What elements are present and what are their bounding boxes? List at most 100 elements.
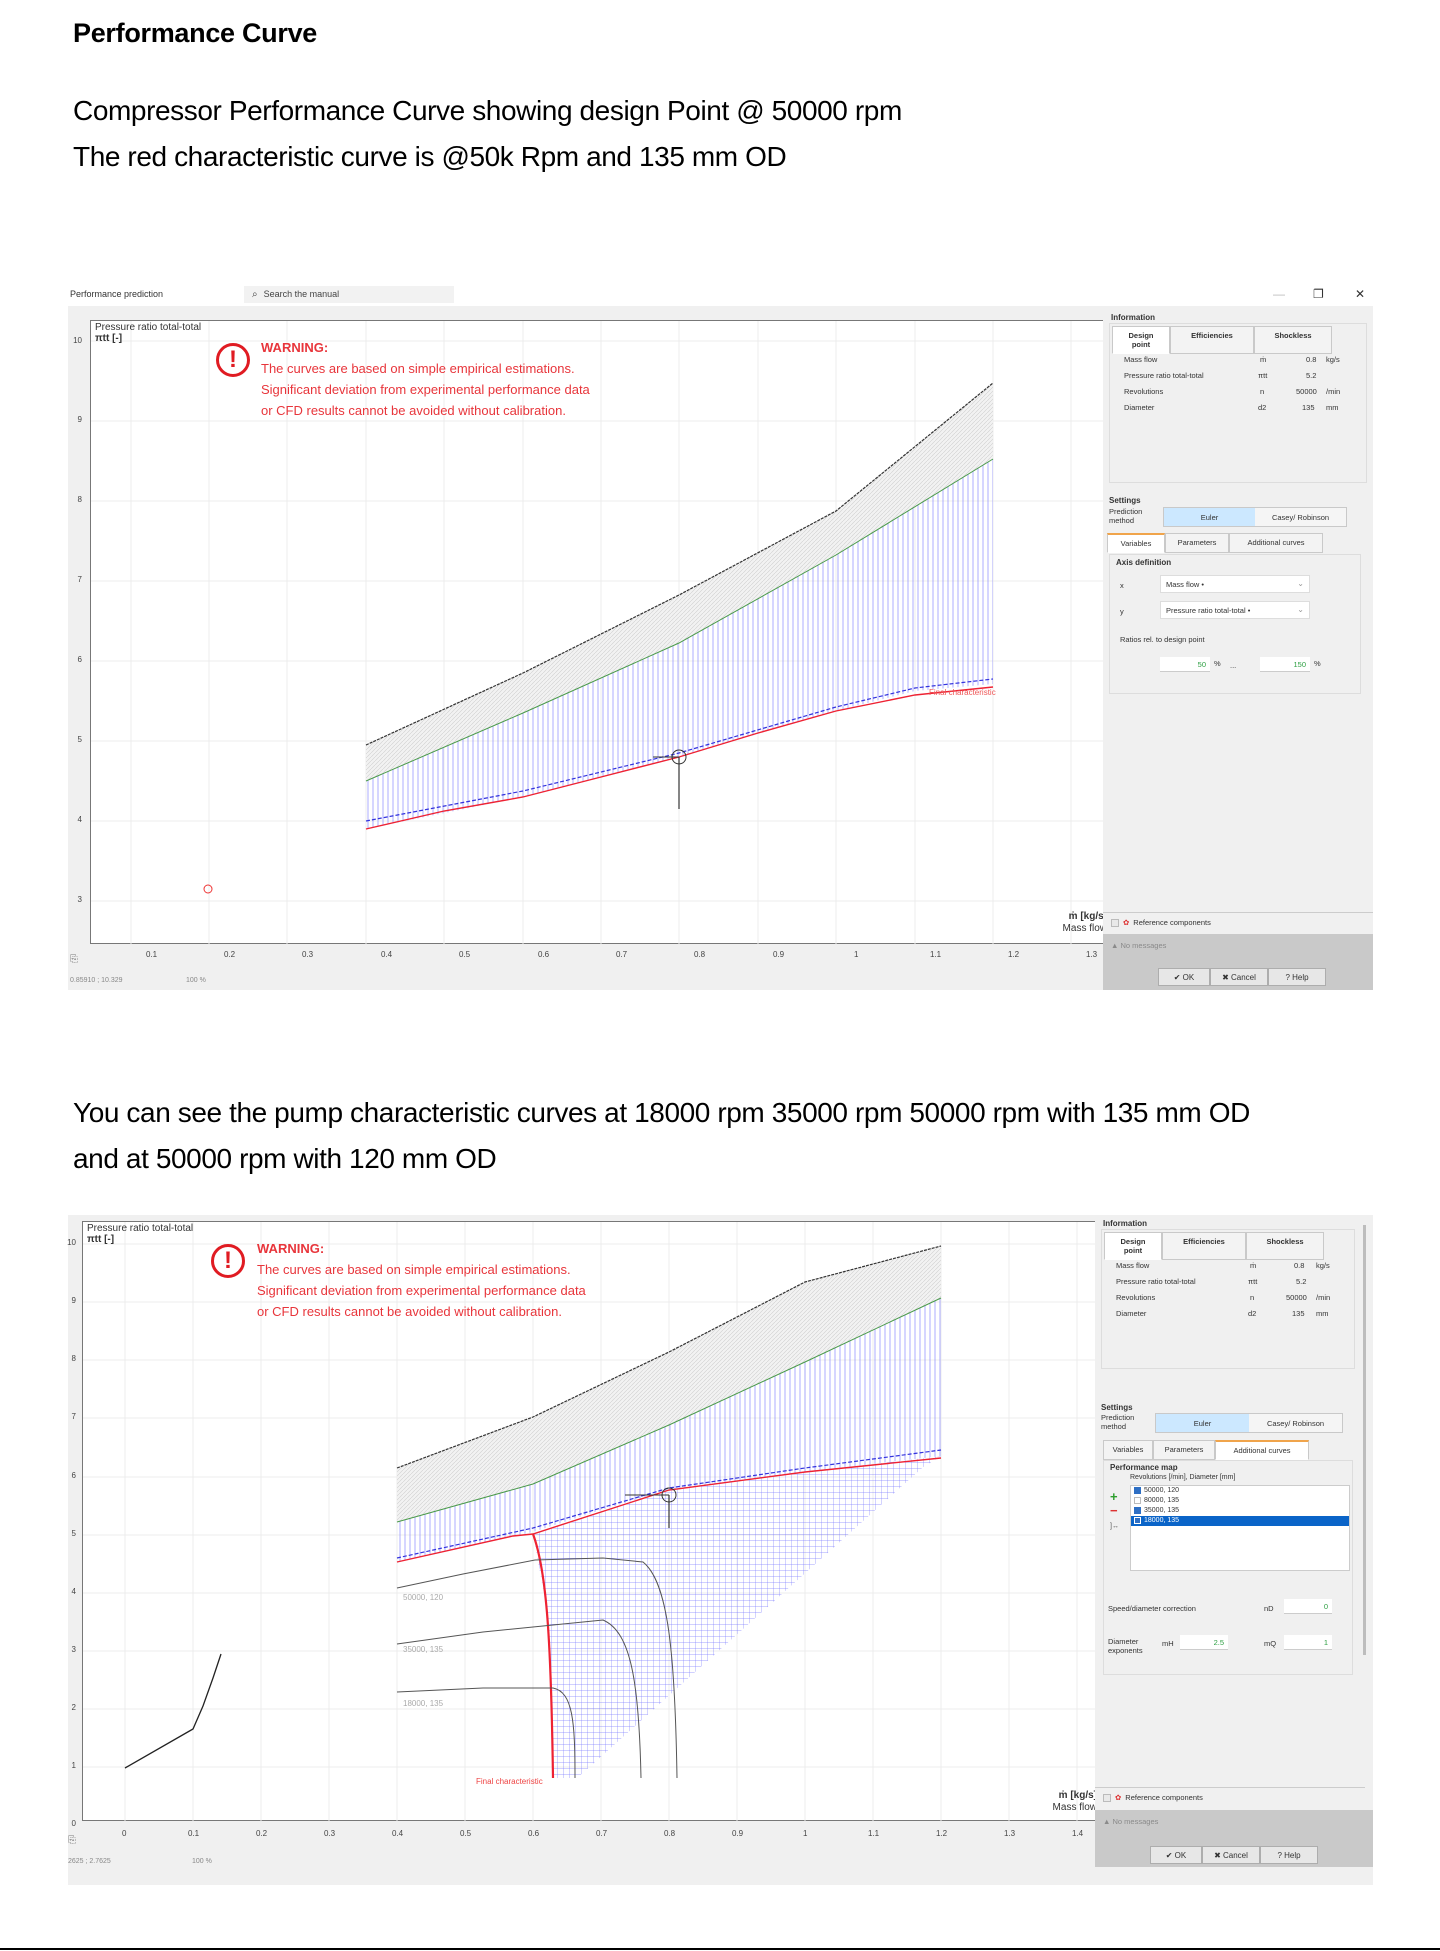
checkbox	[1134, 1516, 1141, 1524]
performance-prediction-window-1: Performance prediction ⌕ Search the manua…	[68, 284, 1373, 990]
help-button[interactable]: ? Help	[1260, 1846, 1318, 1864]
speed-label-50000-120: 50000, 120	[403, 1593, 444, 1602]
intro-line-1: Compressor Performance Curve showing des…	[73, 95, 902, 126]
prediction-method-toggle: Euler Casey/ Robinson	[1155, 1413, 1343, 1433]
search-icon: ⌕	[252, 289, 258, 300]
checkbox	[1134, 1506, 1141, 1514]
y-axis-symbol: πtt [-]	[95, 333, 123, 344]
method-euler-button[interactable]: Euler	[1164, 508, 1255, 526]
checkbox	[1111, 919, 1119, 928]
design-point-marker	[661, 1487, 677, 1503]
messages-text[interactable]: ▲ No messages	[1111, 941, 1167, 950]
tab-shockless[interactable]: Shockless	[1254, 326, 1332, 354]
performance-map-panel: Performance map Revolutions [/min], Diam…	[1103, 1460, 1353, 1675]
y-tick: 10	[73, 336, 82, 345]
ratio-min-input[interactable]: 50	[1160, 657, 1210, 672]
tab-additional-curves[interactable]: Additional curves	[1215, 1440, 1309, 1460]
search-manual-input[interactable]: ⌕ Search the manual	[244, 286, 454, 303]
mQ-input[interactable]: 1	[1284, 1635, 1332, 1650]
y-tick: 9	[77, 415, 82, 424]
checkbox	[1134, 1496, 1141, 1504]
minimize-button[interactable]: —	[1273, 287, 1285, 301]
info-row-mass-flow: Mass flow ṁ 0.8 kg/s	[1124, 355, 1340, 364]
page-bottom-border	[0, 1948, 1440, 1950]
export-icon[interactable]: ⎘	[70, 954, 78, 965]
info-row-diameter: Diameter d2 135 mm	[1124, 403, 1339, 412]
ratio-max-input[interactable]: 150	[1260, 657, 1310, 672]
cancel-button[interactable]: ✖ Cancel	[1202, 1846, 1260, 1864]
method-casey-robinson-button[interactable]: Casey/ Robinson	[1255, 508, 1346, 526]
cursor-coords: 2625 ; 2.7625	[68, 1858, 111, 1865]
tab-design-point[interactable]: Design point	[1112, 326, 1170, 354]
warning-text: WARNING: The curves are based on simple …	[261, 340, 590, 418]
performance-map-list[interactable]: 50000, 120 80000, 135 35000, 135 18000, …	[1130, 1485, 1350, 1571]
method-euler-button[interactable]: Euler	[1156, 1414, 1249, 1432]
y-axis-select[interactable]: Pressure ratio total-total • ⌄	[1160, 601, 1310, 619]
export-icon[interactable]: ⎘	[68, 1835, 76, 1846]
chart-area[interactable]: Final characteristic Pressure ratio tota…	[90, 320, 1113, 945]
design-point-marker	[671, 749, 687, 765]
mH-input[interactable]: 2.5	[1180, 1635, 1228, 1650]
x-axis-select[interactable]: Mass flow • ⌄	[1160, 575, 1310, 593]
information-title: Information	[1111, 313, 1155, 322]
method-casey-robinson-button[interactable]: Casey/ Robinson	[1249, 1414, 1342, 1432]
zoom-level: 100 %	[186, 977, 206, 984]
reference-icon: ✿	[1115, 1793, 1122, 1802]
y-tick: 4	[77, 815, 82, 824]
y-axis-title: Pressure ratio total-total πtt [-]	[95, 322, 202, 344]
map-item-35000-135[interactable]: 35000, 135	[1131, 1506, 1349, 1516]
reference-icon: ✿	[1123, 918, 1130, 927]
tab-variables[interactable]: Variables	[1107, 533, 1165, 553]
messages-text[interactable]: ▲ No messages	[1103, 1817, 1159, 1826]
speed-label-18000-135: 18000, 135	[403, 1699, 444, 1708]
info-row-revolutions: Revolutions n 50000/min	[1124, 387, 1341, 396]
second-line-1: You can see the pump characteristic curv…	[73, 1097, 1250, 1128]
checkbox	[1103, 1794, 1111, 1803]
intro-paragraph: Compressor Performance Curve showing des…	[73, 88, 902, 180]
warning-text: WARNING: The curves are based on simple …	[257, 1241, 586, 1319]
speed-diameter-correction-input[interactable]: 0	[1284, 1599, 1332, 1614]
y-axis-title: Pressure ratio total-total πtt [-]	[87, 1223, 194, 1245]
ok-button[interactable]: ✔ OK	[1150, 1846, 1202, 1864]
help-button[interactable]: ? Help	[1268, 968, 1326, 986]
settings-title: Settings	[1109, 496, 1141, 505]
tab-efficiencies[interactable]: Efficiencies	[1170, 326, 1254, 354]
tab-parameters[interactable]: Parameters	[1153, 1440, 1215, 1460]
tab-variables[interactable]: Variables	[1103, 1440, 1153, 1460]
intro-line-2: The red characteristic curve is @50k Rpm…	[73, 141, 787, 172]
map-item-50000-120[interactable]: 50000, 120	[1131, 1486, 1349, 1496]
cancel-button[interactable]: ✖ Cancel	[1210, 968, 1268, 986]
info-row-pressure-ratio: Pressure ratio total-total πtt 5.2	[1124, 371, 1317, 380]
ok-button[interactable]: ✔ OK	[1158, 968, 1210, 986]
red-marker	[203, 884, 213, 894]
tab-additional-curves[interactable]: Additional curves	[1229, 533, 1323, 553]
prediction-method-label: Prediction method	[1109, 507, 1143, 525]
restore-button[interactable]: ❐	[1313, 287, 1324, 301]
cursor-coords: 0.85910 ; 10.329	[70, 977, 123, 984]
y-axis-symbol: πtt [-]	[87, 1234, 115, 1245]
tab-parameters[interactable]: Parameters	[1165, 533, 1229, 553]
reference-components-checkbox[interactable]: ✿ Reference components	[1103, 1793, 1203, 1803]
messages-bar: ▲ No messages ✔ OK ✖ Cancel ? Help	[1095, 1810, 1373, 1867]
window-title: Performance prediction	[70, 289, 164, 299]
map-item-18000-135[interactable]: 18000, 135	[1131, 1516, 1349, 1526]
tab-design-point[interactable]: Design point	[1104, 1232, 1162, 1260]
chart-svg: Final characteristic	[91, 321, 1113, 945]
messages-bar: ▲ No messages ✔ OK ✖ Cancel ? Help	[1103, 934, 1373, 990]
tab-efficiencies[interactable]: Efficiencies	[1162, 1232, 1246, 1260]
remove-curve-button[interactable]: −	[1110, 1503, 1118, 1518]
reference-components-checkbox[interactable]: ✿ Reference components	[1111, 918, 1211, 928]
side-panel: Information Design point Efficiencies Sh…	[1103, 306, 1373, 990]
warning-icon: !	[211, 1244, 245, 1278]
close-button[interactable]: ✕	[1355, 287, 1366, 301]
sort-curves-button[interactable]: ]↔	[1110, 1523, 1119, 1530]
tab-shockless[interactable]: Shockless	[1246, 1232, 1324, 1260]
chart-area[interactable]: 50000, 120 35000, 135 18000, 135 Final c…	[82, 1221, 1103, 1822]
side-scrollbar[interactable]	[1363, 1225, 1366, 1655]
add-curve-button[interactable]: +	[1110, 1489, 1118, 1504]
speed-label-35000-135: 35000, 135	[403, 1645, 444, 1654]
info-row-mass-flow: Mass flow ṁ 0.8 kg/s	[1116, 1261, 1330, 1270]
y-tick: 7	[77, 575, 82, 584]
map-item-80000-135[interactable]: 80000, 135	[1131, 1496, 1349, 1506]
axis-definition-panel: Axis definition x Mass flow • ⌄ y Pressur…	[1109, 554, 1361, 694]
